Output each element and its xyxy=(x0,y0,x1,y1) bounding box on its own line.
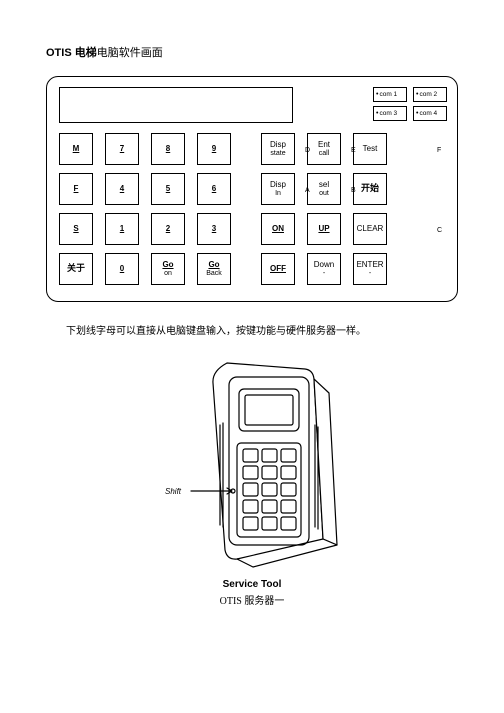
key-down[interactable]: Down- xyxy=(307,253,341,285)
com3-button[interactable]: com 3 xyxy=(373,106,407,121)
side-letter-e: E xyxy=(351,147,356,154)
key-ent[interactable]: Entcall xyxy=(307,133,341,165)
page-title: OTIS 电梯电脑软件画面 xyxy=(46,44,458,60)
key-clear[interactable]: CLEAR xyxy=(353,213,387,245)
footnote: 下划线字母可以直接从电脑键盘输入，按键功能与硬件服务器一样。 xyxy=(46,322,458,337)
key-on[interactable]: ON xyxy=(261,213,295,245)
key-s[interactable]: S xyxy=(59,213,93,245)
key-5[interactable]: 5 xyxy=(151,173,185,205)
key-disp[interactable]: DispIn xyxy=(261,173,295,205)
key-enter[interactable]: ENTER- xyxy=(353,253,387,285)
title-bold: OTIS 电梯 xyxy=(46,47,97,59)
shift-label: Shift xyxy=(165,487,182,496)
key-3[interactable]: 3 xyxy=(197,213,231,245)
key-f[interactable]: F xyxy=(59,173,93,205)
keypad-grid: M789 Dispstate Entcall Test F456 DispIn selout… xyxy=(59,133,387,285)
key-test[interactable]: Test xyxy=(353,133,387,165)
key-开始[interactable]: 开始 xyxy=(353,173,387,205)
caption-otis-server: OTIS 服务器一 xyxy=(220,592,285,607)
com-button-grid: com 1 com 2 com 3 com 4 xyxy=(373,87,447,121)
keypad-panel: com 1 com 2 com 3 com 4 M789 Dispstate Ent… xyxy=(46,76,458,302)
key-9[interactable]: 9 xyxy=(197,133,231,165)
key-关于[interactable]: 关于 xyxy=(59,253,93,285)
key-4[interactable]: 4 xyxy=(105,173,139,205)
keypad-spacer xyxy=(243,253,249,285)
key-disp[interactable]: Dispstate xyxy=(261,133,295,165)
key-8[interactable]: 8 xyxy=(151,133,185,165)
key-sel[interactable]: selout xyxy=(307,173,341,205)
side-letter-f: F xyxy=(437,147,441,154)
key-1[interactable]: 1 xyxy=(105,213,139,245)
device-illustration-area: Shift Service Tool OTIS 服务器一 xyxy=(46,355,458,607)
title-rest: 电脑软件画面 xyxy=(97,47,163,59)
lcd-display xyxy=(59,87,293,123)
caption-service-tool: Service Tool xyxy=(223,579,282,590)
key-go[interactable]: Goon xyxy=(151,253,185,285)
key-6[interactable]: 6 xyxy=(197,173,231,205)
keypad-spacer xyxy=(243,173,249,205)
com2-button[interactable]: com 2 xyxy=(413,87,447,102)
key-go[interactable]: GoBack xyxy=(197,253,231,285)
side-letter-b: B xyxy=(351,187,356,194)
key-m[interactable]: M xyxy=(59,133,93,165)
keypad-spacer xyxy=(243,213,249,245)
side-letter-a: A xyxy=(305,187,310,194)
service-tool-illustration: Shift xyxy=(137,355,367,575)
com4-button[interactable]: com 4 xyxy=(413,106,447,121)
key-0[interactable]: 0 xyxy=(105,253,139,285)
side-letter-c: C xyxy=(437,227,442,234)
com1-button[interactable]: com 1 xyxy=(373,87,407,102)
key-2[interactable]: 2 xyxy=(151,213,185,245)
key-7[interactable]: 7 xyxy=(105,133,139,165)
key-off[interactable]: OFF xyxy=(261,253,295,285)
side-letter-d: D xyxy=(305,147,310,154)
key-up[interactable]: UP xyxy=(307,213,341,245)
keypad-spacer xyxy=(243,133,249,165)
